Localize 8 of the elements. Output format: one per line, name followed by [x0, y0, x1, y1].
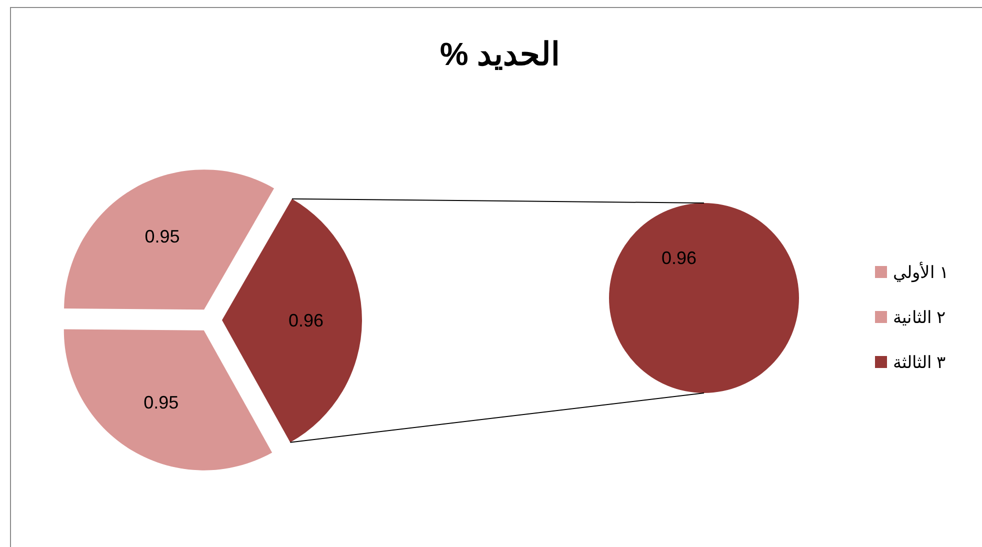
- chart-title: الحديد %: [440, 36, 560, 72]
- data-label: 0.95: [144, 226, 180, 247]
- legend-label: ٣ الثالثة: [893, 353, 946, 372]
- legend-label: ٢ الثانية: [893, 308, 946, 327]
- data-label: 0.95: [144, 392, 179, 413]
- data-label: 0.96: [661, 248, 697, 268]
- legend-label: ١ الأولي: [893, 262, 949, 283]
- data-label: 0.96: [288, 310, 324, 331]
